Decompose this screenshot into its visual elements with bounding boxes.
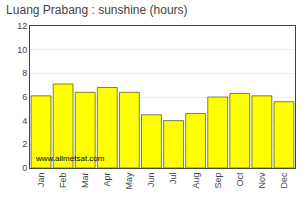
svg-text:4: 4 [22,116,27,126]
svg-text:Sep: Sep [213,173,223,189]
svg-text:Nov: Nov [257,172,267,189]
svg-text:Jul: Jul [168,173,178,185]
svg-text:10: 10 [17,45,27,55]
svg-text:Luang Prabang : sunshine (hour: Luang Prabang : sunshine (hours) [6,3,187,17]
svg-text:Jan: Jan [36,173,46,188]
svg-text:Apr: Apr [102,173,112,187]
svg-text:0: 0 [22,163,27,173]
svg-text:12: 12 [17,21,27,31]
svg-text:2: 2 [22,139,27,149]
svg-text:8: 8 [22,68,27,78]
svg-text:6: 6 [22,92,27,102]
svg-text:May: May [124,172,134,190]
svg-text:Aug: Aug [191,173,201,189]
svg-text:Mar: Mar [80,173,90,189]
svg-text:www.allmetsat.com: www.allmetsat.com [35,154,105,163]
svg-text:Oct: Oct [235,172,245,187]
svg-text:Jun: Jun [146,173,156,188]
svg-text:Dec: Dec [279,172,289,189]
svg-text:Feb: Feb [58,173,68,189]
